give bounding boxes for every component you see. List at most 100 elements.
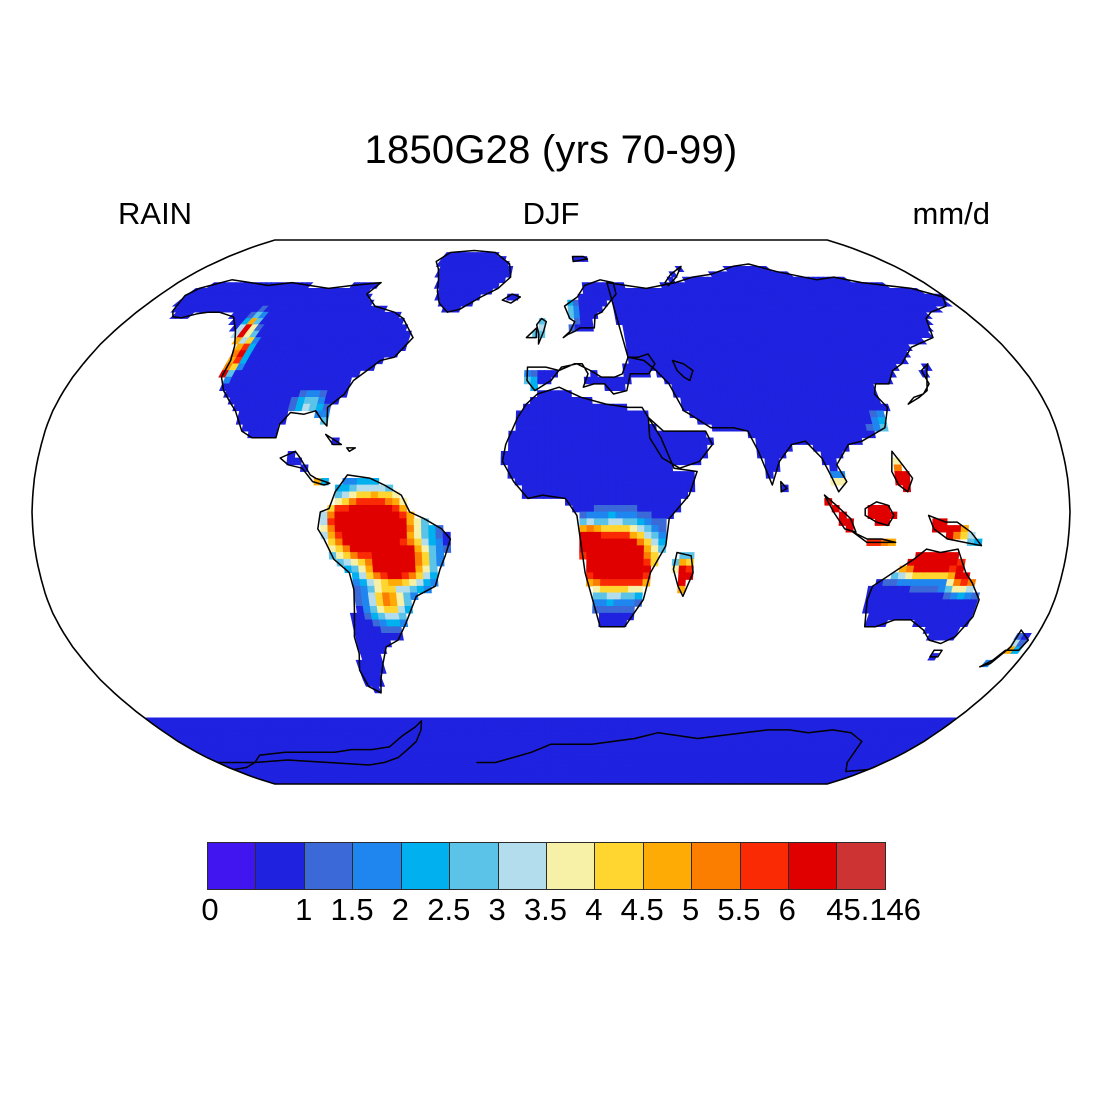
colorbar-cell[interactable] [498,843,547,889]
colorbar-tick-label: 3.5 [523,892,568,927]
data-cell [672,484,681,493]
data-cell [334,525,343,533]
data-cell [517,723,525,731]
data-cell [572,477,581,486]
data-cell [643,477,652,486]
data-cell [598,403,607,412]
data-cell [554,778,560,782]
data-cell [615,477,624,486]
data-cell [370,491,379,499]
data-cell [550,484,559,493]
data-cell [550,746,557,753]
colorbar-cell[interactable] [256,843,305,889]
data-cell [578,403,586,412]
colorbar-cell[interactable] [692,843,741,889]
data-cell [540,735,547,742]
data-cell [585,430,594,439]
data-cell [614,444,623,452]
data-cell [620,599,629,607]
colorbar-cell[interactable] [789,843,838,889]
data-cell [952,531,962,540]
data-cell [392,531,401,540]
data-cell [564,430,573,439]
data-cell [615,498,624,506]
data-cell [615,504,624,513]
data-cell [614,450,623,459]
data-cell [634,585,644,594]
data-cell [536,762,543,768]
colorbar-cell[interactable] [208,843,257,889]
data-cell [518,729,525,736]
data-cell [586,552,595,560]
data-cell [685,450,694,459]
data-cell [608,491,617,499]
data-cell [678,457,688,466]
data-cell [334,498,343,506]
data-cell [545,723,552,731]
colorbar-cell[interactable] [304,843,354,889]
data-cell [579,491,588,499]
data-cell [363,484,372,493]
data-cell [698,437,708,445]
data-cell [614,552,623,560]
data-cell [608,511,617,520]
data-cell [392,518,401,526]
data-cell [691,430,700,439]
data-cell [356,518,365,526]
data-cell [828,457,838,466]
data-cell [658,484,667,493]
data-cell [529,484,537,493]
data-cell [600,477,609,486]
data-cell [763,450,773,459]
colorbar-cell[interactable] [740,843,790,889]
colorbar-cell[interactable] [546,843,596,889]
data-cell [261,430,271,439]
colorbar-cell[interactable] [353,843,402,889]
data-cell [408,565,417,574]
data-cell [396,599,406,607]
colorbar-cell[interactable] [837,843,885,889]
colorbar-cell[interactable] [643,843,693,889]
data-cell [622,491,631,499]
data-cell [401,565,410,574]
data-cell [626,606,635,614]
data-cell [356,484,365,493]
data-cell [650,471,659,479]
data-cell [651,538,660,547]
data-cell [363,477,372,486]
data-cell [606,430,615,439]
data-cell [922,552,931,560]
data-cell [606,599,615,607]
data-cell [607,464,616,472]
data-cell [392,511,401,520]
colorbar-cell[interactable] [595,843,644,889]
colorbar-tick-label: 4 [585,892,603,927]
data-cell [536,437,545,445]
data-cell [650,552,659,560]
colorbar-cell[interactable] [450,843,499,889]
data-cell [522,723,530,731]
data-cell [543,457,552,466]
data-cell [557,423,566,432]
data-cell [571,735,578,742]
data-cell [593,525,602,533]
data-cell [665,477,674,486]
data-cell [363,525,372,533]
colorbar-strip[interactable] [207,842,886,890]
data-cell [377,511,386,520]
data-cell [921,558,931,567]
data-cell [614,572,623,580]
data-cell [606,410,614,418]
data-cell [677,430,686,439]
data-cell [833,444,843,452]
data-cell [600,545,609,553]
data-cell [379,558,388,567]
data-cell [534,778,540,782]
colorbar-cell[interactable] [401,843,451,889]
data-cell [622,498,631,506]
data-cell [679,477,688,486]
data-cell [508,444,516,452]
data-cell [521,484,530,493]
data-cell [826,444,836,452]
data-cell [601,511,610,520]
